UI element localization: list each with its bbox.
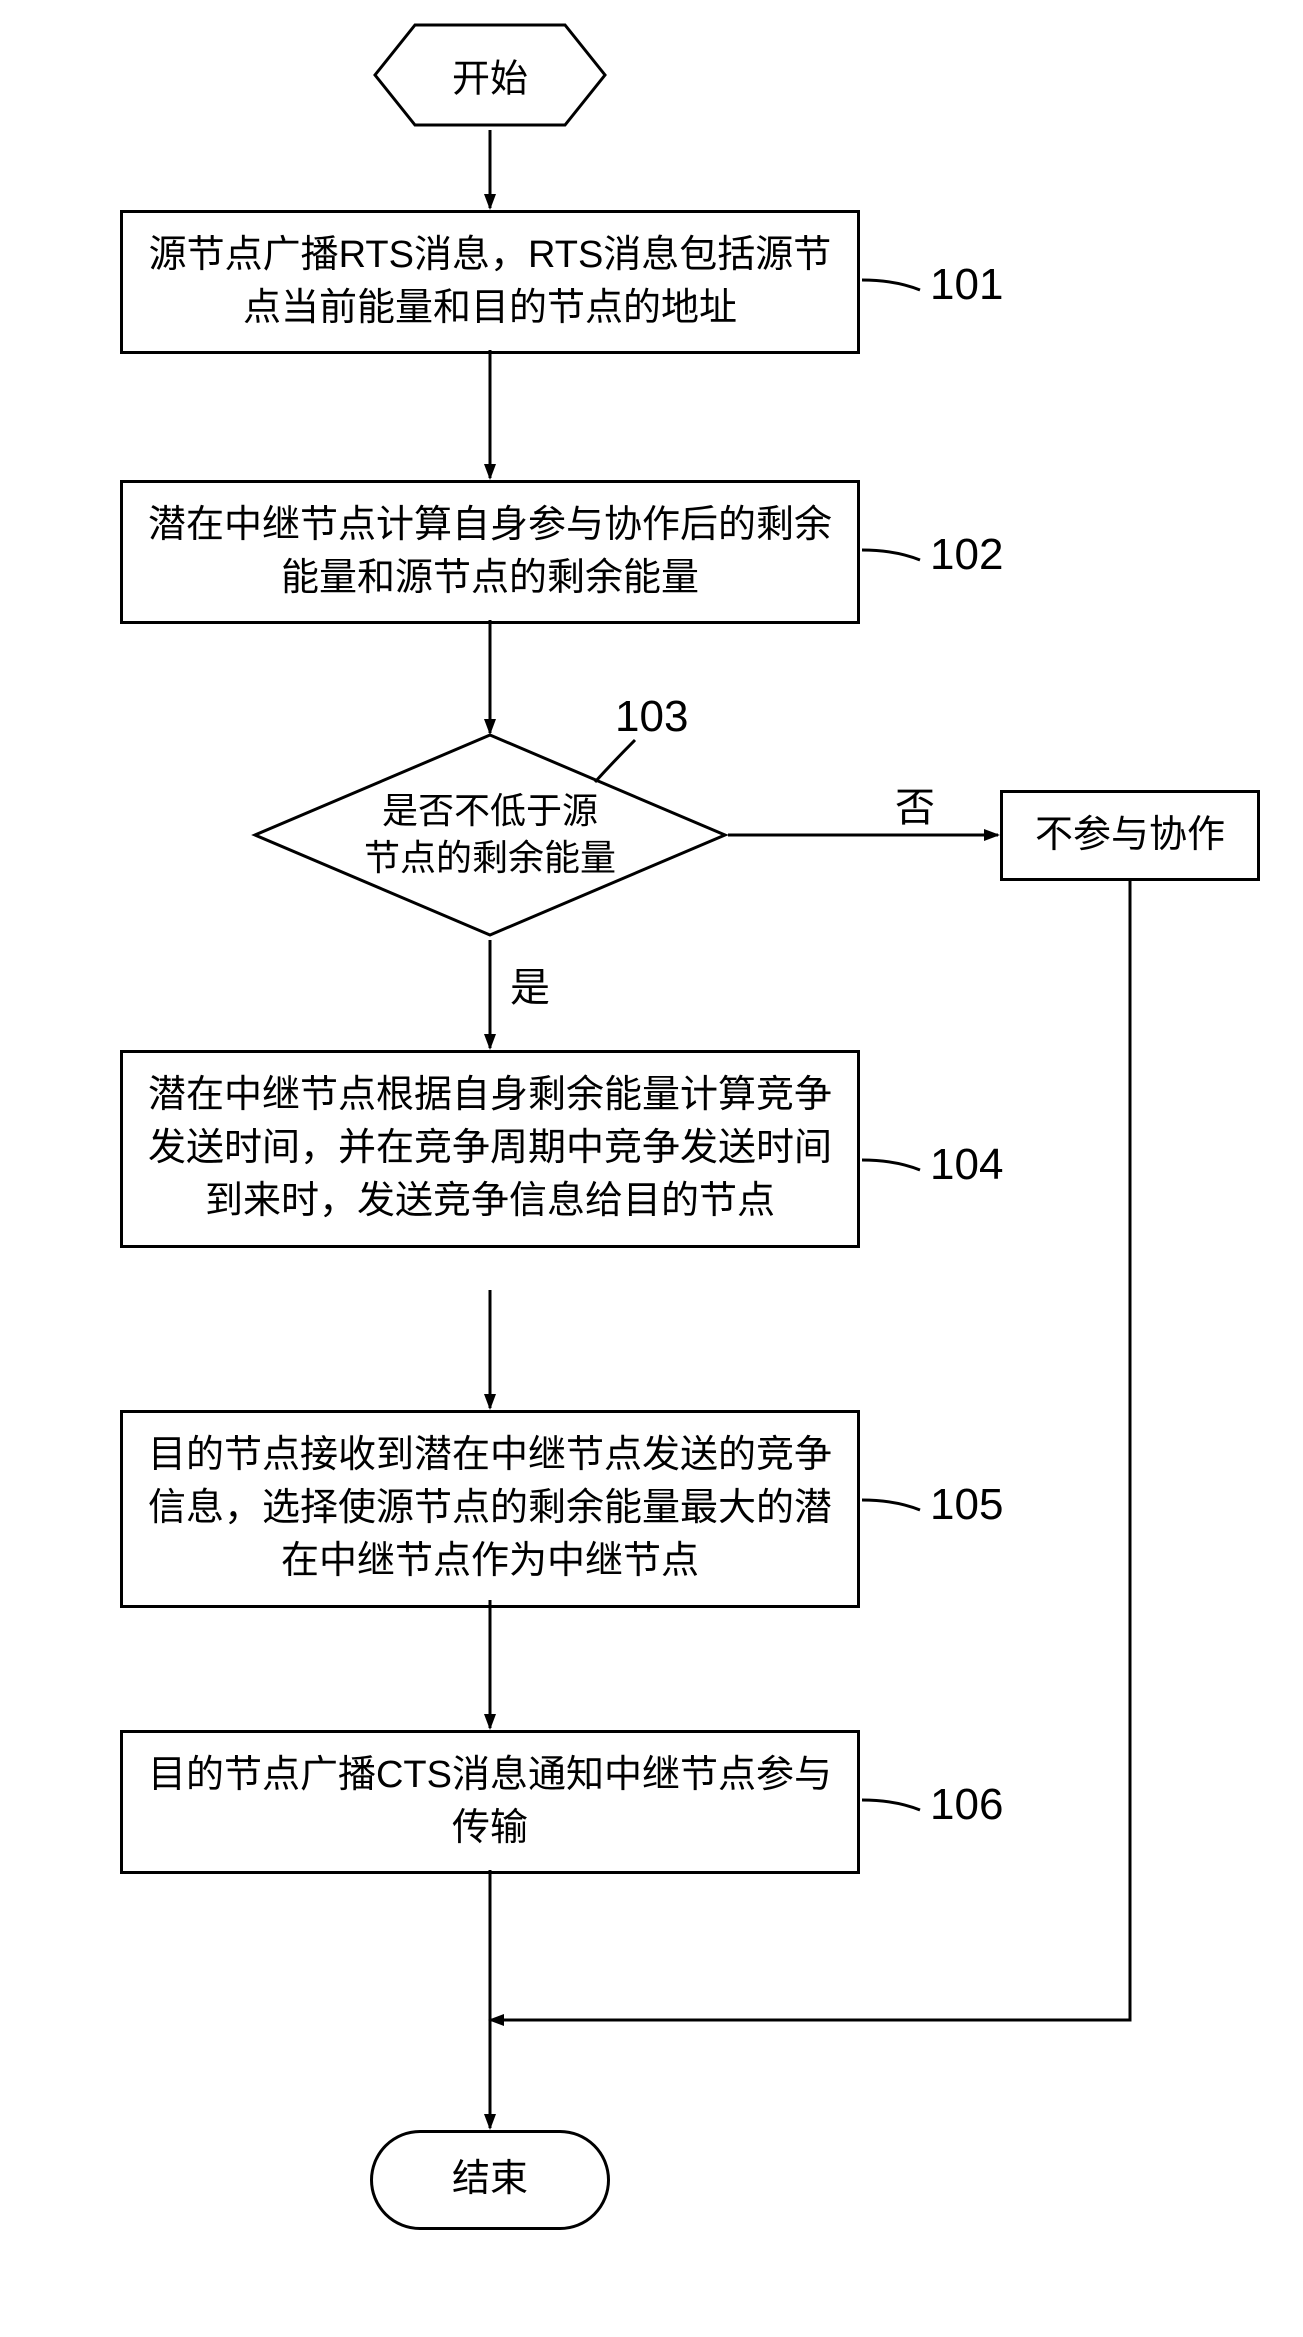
end-node: 结束 (370, 2130, 610, 2230)
step-num-103: 103 (615, 692, 688, 742)
process-101-text: 源节点广播RTS消息，RTS消息包括源节点当前能量和目的节点的地址 (147, 229, 833, 335)
edge-label-no: 否 (895, 775, 935, 833)
process-104: 潜在中继节点根据自身剩余能量计算竞争发送时间，并在竞争周期中竞争发送时间到来时，… (120, 1050, 860, 1248)
process-105: 目的节点接收到潜在中继节点发送的竞争信息，选择使源节点的剩余能量最大的潜在中继节… (120, 1410, 860, 1608)
flowchart-canvas: 开始 源节点广播RTS消息，RTS消息包括源节点当前能量和目的节点的地址 101… (0, 0, 1303, 2337)
process-101: 源节点广播RTS消息，RTS消息包括源节点当前能量和目的节点的地址 (120, 210, 860, 354)
process-106-text: 目的节点广播CTS消息通知中继节点参与传输 (147, 1749, 833, 1855)
decision-103: 是否不低于源 节点的剩余能量 (250, 730, 730, 940)
side-text: 不参与协作 (1035, 809, 1225, 862)
decision-103-line1: 是否不低于源 (364, 788, 616, 835)
edge-label-yes: 是 (510, 955, 550, 1013)
process-104-text: 潜在中继节点根据自身剩余能量计算竞争发送时间，并在竞争周期中竞争发送时间到来时，… (147, 1069, 833, 1229)
side-not-participate: 不参与协作 (1000, 790, 1260, 881)
end-label: 结束 (452, 2153, 528, 2206)
process-105-text: 目的节点接收到潜在中继节点发送的竞争信息，选择使源节点的剩余能量最大的潜在中继节… (147, 1429, 833, 1589)
step-num-101: 101 (930, 260, 1003, 310)
step-num-106: 106 (930, 1780, 1003, 1830)
step-num-102: 102 (930, 530, 1003, 580)
process-102-text: 潜在中继节点计算自身参与协作后的剩余能量和源节点的剩余能量 (147, 499, 833, 605)
process-106: 目的节点广播CTS消息通知中继节点参与传输 (120, 1730, 860, 1874)
start-label: 开始 (452, 48, 528, 103)
start-node: 开始 (370, 20, 610, 130)
step-num-104: 104 (930, 1140, 1003, 1190)
step-num-105: 105 (930, 1480, 1003, 1530)
decision-103-line2: 节点的剩余能量 (364, 835, 616, 882)
process-102: 潜在中继节点计算自身参与协作后的剩余能量和源节点的剩余能量 (120, 480, 860, 624)
